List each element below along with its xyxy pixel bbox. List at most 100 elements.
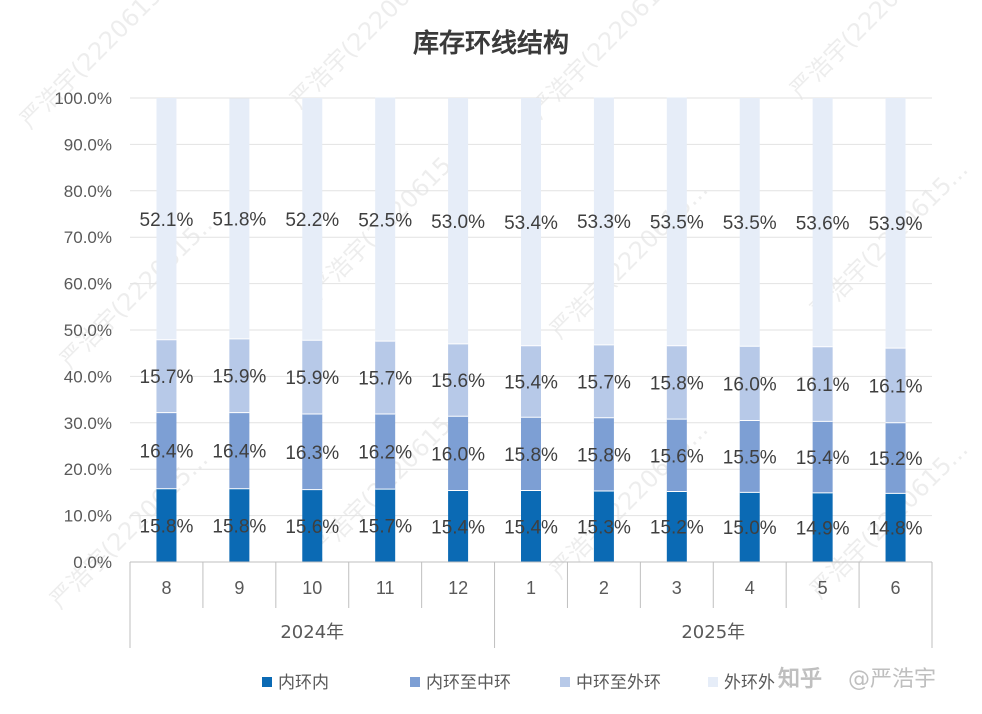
data-label: 51.8% <box>212 210 266 231</box>
x-tick-label: 10 <box>302 578 322 598</box>
bar-segment <box>593 344 614 418</box>
bar-segment <box>666 491 687 562</box>
data-label: 16.3% <box>285 443 339 464</box>
x-tick-label: 8 <box>161 578 171 598</box>
bar-segment <box>812 492 833 562</box>
data-label: 15.8% <box>140 516 194 537</box>
data-label: 16.0% <box>431 444 485 465</box>
bar-segment <box>302 340 323 414</box>
watermark-handle-text: @严浩宇 <box>848 667 936 692</box>
bar-segment <box>666 345 687 420</box>
bar-segment <box>229 98 250 339</box>
bar-segment <box>302 98 323 341</box>
data-label: 15.7% <box>140 367 194 388</box>
bar-segment <box>885 348 906 423</box>
data-label: 52.1% <box>140 210 194 231</box>
bar-segment <box>593 97 614 345</box>
bar-segment <box>229 488 250 562</box>
data-label: 15.6% <box>431 371 485 392</box>
data-label: 16.4% <box>212 442 266 463</box>
bar-segment <box>885 493 906 562</box>
bar-segment <box>156 488 177 562</box>
data-label: 15.5% <box>723 447 777 468</box>
data-label: 15.8% <box>504 445 558 466</box>
data-label: 15.6% <box>650 446 704 467</box>
data-label: 16.2% <box>358 443 412 464</box>
legend-swatch <box>560 677 570 687</box>
bar-segment <box>885 422 906 494</box>
bar-segment <box>375 489 396 562</box>
bar-segment <box>593 417 614 492</box>
chart-title: 库存环线结构 <box>413 29 569 59</box>
y-tick-label: 90.0% <box>64 135 112 154</box>
data-label: 15.2% <box>650 518 704 539</box>
bar-segment <box>375 97 396 342</box>
bar-segment <box>448 98 469 344</box>
bar-segment <box>666 97 687 346</box>
x-tick-label: 1 <box>526 578 536 598</box>
data-label: 15.7% <box>358 517 412 538</box>
legend-swatch <box>262 677 272 687</box>
bar-segment <box>521 417 541 491</box>
y-tick-label: 50.0% <box>64 321 112 340</box>
x-tick-label: 2 <box>599 578 609 598</box>
data-label: 15.9% <box>285 368 339 389</box>
y-tick-label: 100.0% <box>54 89 112 108</box>
data-label: 15.0% <box>723 518 777 539</box>
x-tick-label: 3 <box>672 578 682 598</box>
data-label: 15.2% <box>869 449 923 470</box>
y-tick-label: 20.0% <box>64 460 112 479</box>
bar-segment <box>156 412 177 489</box>
legend-swatch <box>410 677 420 687</box>
bar-segment <box>302 489 323 562</box>
bar-segment <box>521 490 541 562</box>
bar-segment <box>593 491 614 562</box>
x-tick-label: 5 <box>818 578 828 598</box>
data-label: 53.5% <box>723 213 777 234</box>
bar-segment <box>302 413 323 490</box>
watermark-brand-text: 知乎 <box>778 666 822 692</box>
data-label: 14.9% <box>796 518 850 539</box>
legend-label: 外环外 <box>724 673 775 693</box>
x-tick-label: 9 <box>234 578 244 598</box>
y-tick-label: 10.0% <box>64 507 112 526</box>
bar-segment <box>448 343 469 417</box>
data-label: 15.8% <box>650 373 704 394</box>
x-group-label: 2025年 <box>681 622 745 643</box>
bar-segment <box>812 346 833 422</box>
data-label: 15.6% <box>285 517 339 538</box>
data-label: 53.6% <box>796 213 850 234</box>
axes: 0.0% 10.0% 20.0% 30.0% 40.0% 50.0% 60.0% 70.0% 8… <box>54 89 933 648</box>
bar-segment <box>812 421 833 493</box>
y-tick-label: 70.0% <box>64 228 112 247</box>
data-label: 16.1% <box>869 376 923 397</box>
bar-segment <box>666 419 687 492</box>
data-label: 15.7% <box>577 372 631 393</box>
data-label: 15.4% <box>431 517 485 538</box>
legend: 内环内 内环至中环 中环至外环 外环外 <box>262 673 775 693</box>
bar-segment <box>812 98 833 347</box>
data-label: 15.4% <box>796 448 850 469</box>
bar-segment <box>375 413 396 490</box>
bar-segment <box>448 416 469 491</box>
data-label: 52.5% <box>358 210 412 231</box>
bar-segment <box>156 339 177 413</box>
data-label: 14.8% <box>869 519 923 540</box>
y-tick-label: 30.0% <box>64 414 112 433</box>
y-tick-label: 80.0% <box>64 182 112 201</box>
x-tick-label: 12 <box>448 578 468 598</box>
data-labels: 15.8% 16.4% 15.7% 52.1% 15.8% 16.4% 15.9% 51.8%… <box>140 210 923 540</box>
bar-segment <box>739 492 760 562</box>
y-tick-label: 60.0% <box>64 275 112 294</box>
watermark-text: 严浩宇(2220615... <box>544 415 713 584</box>
x-tick-label: 6 <box>891 578 901 598</box>
legend-swatch <box>708 677 718 687</box>
data-label: 16.4% <box>140 442 194 463</box>
bar-segment <box>375 341 396 414</box>
data-label: 16.0% <box>723 374 777 395</box>
watermark-text: 严浩宇(2220615... <box>544 175 713 344</box>
bar-segment <box>448 490 469 562</box>
bar-segment <box>521 345 541 418</box>
